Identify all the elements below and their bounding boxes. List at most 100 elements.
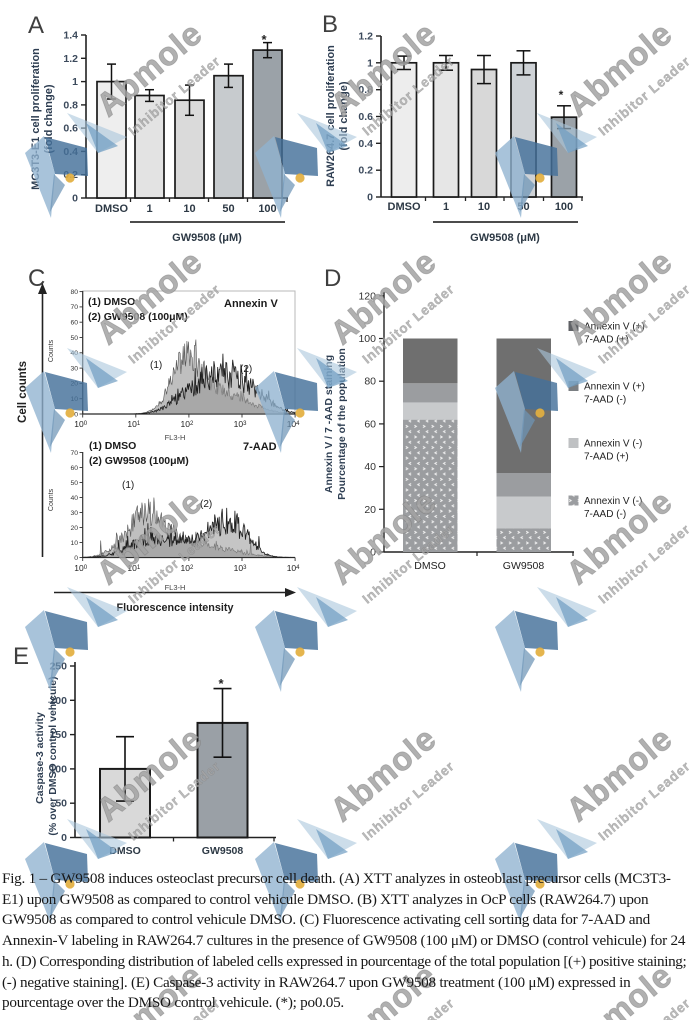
svg-text:60: 60 (70, 320, 78, 327)
svg-text:1: 1 (72, 76, 78, 88)
svg-text:0.6: 0.6 (358, 111, 373, 123)
svg-text:50: 50 (70, 480, 78, 487)
svg-text:1: 1 (367, 57, 373, 69)
svg-text:GW9508 (μM): GW9508 (μM) (470, 232, 540, 244)
svg-text:7-AAD (-): 7-AAD (-) (584, 395, 626, 406)
svg-text:(1): (1) (150, 360, 162, 371)
svg-text:(1) DMSO: (1) DMSO (88, 296, 135, 308)
svg-text:RAW264.7 cell proliferation: RAW264.7 cell proliferation (325, 45, 337, 187)
svg-text:0.6: 0.6 (63, 123, 78, 135)
svg-text:10: 10 (478, 201, 490, 213)
svg-text:B: B (322, 11, 338, 38)
svg-text:200: 200 (49, 695, 67, 707)
svg-text:GW9508: GW9508 (202, 845, 244, 857)
svg-text:103: 103 (234, 419, 247, 429)
svg-text:GW9508 (μM): GW9508 (μM) (172, 232, 242, 244)
svg-text:0: 0 (61, 832, 67, 844)
svg-text:100: 100 (358, 333, 376, 345)
svg-text:30: 30 (70, 510, 78, 517)
svg-text:1.2: 1.2 (358, 31, 373, 43)
svg-text:C: C (28, 265, 45, 292)
svg-text:(2): (2) (200, 499, 212, 510)
svg-text:120: 120 (358, 290, 376, 302)
svg-text:7-AAD (+): 7-AAD (+) (584, 335, 629, 346)
svg-text:1: 1 (443, 201, 449, 213)
svg-text:150: 150 (49, 729, 67, 741)
svg-text:7-AAD (+): 7-AAD (+) (584, 452, 629, 463)
svg-text:70: 70 (70, 304, 78, 311)
svg-text:40: 40 (364, 461, 376, 473)
svg-text:*: * (261, 32, 267, 47)
svg-text:104: 104 (287, 563, 300, 573)
svg-text:Fluorescence intensity: Fluorescence intensity (116, 602, 233, 614)
svg-text:100: 100 (74, 563, 87, 573)
svg-text:10: 10 (183, 203, 195, 215)
svg-text:101: 101 (127, 419, 140, 429)
svg-text:(1) DMSO: (1) DMSO (89, 440, 136, 452)
svg-text:20: 20 (70, 525, 78, 532)
svg-text:104: 104 (287, 419, 300, 429)
svg-text:40: 40 (70, 495, 78, 502)
svg-text:80: 80 (70, 289, 78, 296)
svg-text:DMSO: DMSO (414, 560, 446, 572)
svg-text:Counts: Counts (48, 339, 55, 362)
svg-text:GW9508: GW9508 (503, 560, 545, 572)
svg-text:0: 0 (74, 411, 78, 418)
svg-text:Annexin V (+): Annexin V (+) (584, 382, 645, 393)
svg-text:FL3-H: FL3-H (165, 433, 186, 442)
svg-text:0: 0 (367, 192, 373, 204)
svg-text:100: 100 (74, 419, 87, 429)
svg-text:50: 50 (70, 335, 78, 342)
svg-text:60: 60 (364, 418, 376, 430)
svg-text:(2) GW9508 (100μM): (2) GW9508 (100μM) (88, 311, 188, 323)
svg-text:100: 100 (555, 201, 573, 213)
svg-text:101: 101 (127, 563, 140, 573)
svg-text:A: A (28, 12, 44, 39)
svg-text:(2): (2) (240, 364, 252, 375)
svg-text:7-AAD (-): 7-AAD (-) (584, 509, 626, 520)
svg-text:0.8: 0.8 (63, 99, 78, 111)
svg-text:*: * (218, 676, 224, 691)
svg-text:30: 30 (70, 365, 78, 372)
svg-text:50: 50 (55, 798, 67, 810)
svg-text:D: D (324, 265, 341, 292)
svg-text:(2) GW9508 (100μM): (2) GW9508 (100μM) (89, 455, 189, 467)
svg-text:0.4: 0.4 (358, 138, 373, 150)
svg-text:102: 102 (180, 419, 193, 429)
svg-text:FL3-H: FL3-H (165, 583, 186, 592)
svg-text:Cell counts: Cell counts (17, 361, 29, 423)
svg-text:0.2: 0.2 (358, 165, 373, 177)
svg-text:Pourcentage of the population: Pourcentage of the population (336, 348, 348, 500)
svg-text:0.8: 0.8 (358, 84, 373, 96)
svg-text:0: 0 (370, 547, 376, 559)
svg-text:Annexin V (-): Annexin V (-) (584, 496, 642, 507)
svg-text:DMSO: DMSO (95, 203, 128, 215)
svg-text:50: 50 (222, 203, 234, 215)
svg-text:(fold change): (fold change) (43, 84, 55, 153)
svg-text:1.2: 1.2 (63, 53, 78, 65)
svg-text:Annexin V (-): Annexin V (-) (584, 439, 642, 450)
svg-text:20: 20 (364, 504, 376, 516)
svg-text:7-AAD: 7-AAD (243, 441, 277, 453)
svg-text:102: 102 (180, 563, 193, 573)
svg-text:Annexin V / 7 -AAD staining: Annexin V / 7 -AAD staining (323, 355, 335, 493)
svg-text:E: E (13, 643, 29, 670)
svg-text:1.4: 1.4 (63, 30, 78, 42)
svg-text:0: 0 (72, 193, 78, 205)
svg-text:10: 10 (70, 540, 78, 547)
svg-text:(1): (1) (122, 480, 134, 491)
svg-text:*: * (559, 88, 564, 102)
svg-text:DMSO: DMSO (388, 201, 421, 213)
svg-text:Annexin V (+): Annexin V (+) (584, 322, 645, 333)
svg-text:0: 0 (74, 555, 78, 562)
svg-text:1: 1 (146, 203, 152, 215)
svg-text:Annexin V: Annexin V (224, 298, 278, 310)
svg-text:100: 100 (258, 203, 276, 215)
svg-text:100: 100 (49, 763, 67, 775)
svg-text:Counts: Counts (48, 488, 55, 511)
svg-text:Caspase-3 activity: Caspase-3 activity (34, 712, 46, 804)
svg-text:103: 103 (234, 563, 247, 573)
svg-text:60: 60 (70, 465, 78, 472)
svg-text:70: 70 (70, 450, 78, 457)
svg-text:(% over DMSO control vehicule): (% over DMSO control vehicule) (47, 676, 59, 835)
